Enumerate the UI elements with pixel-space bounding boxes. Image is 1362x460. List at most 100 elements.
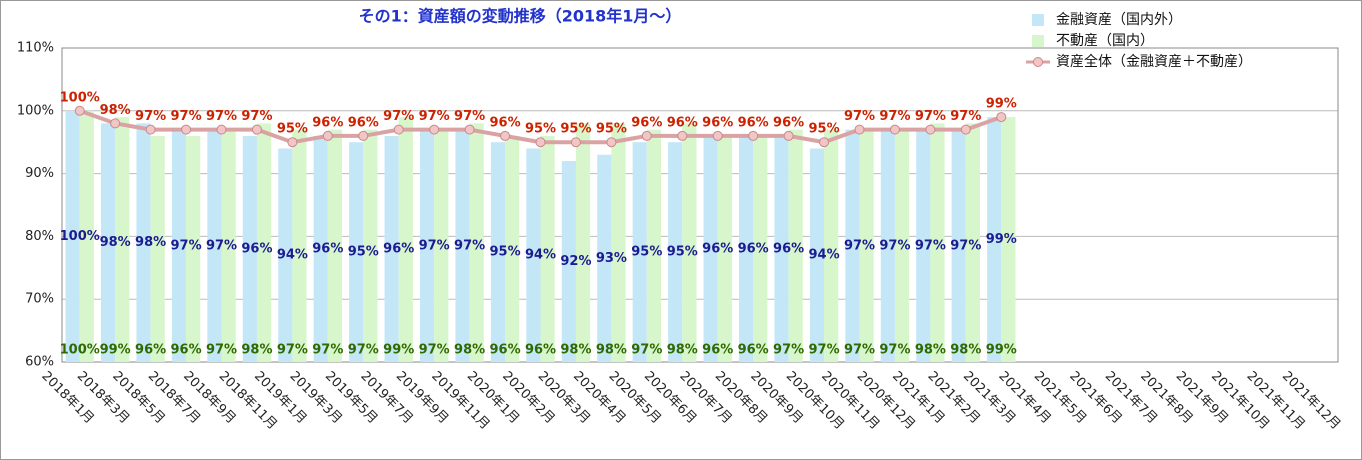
line-marker (854, 124, 865, 135)
bar-value-label: 97% (915, 238, 946, 253)
line-value-label: 99% (986, 97, 1017, 112)
bar-value-label: 100% (60, 343, 100, 358)
bar (313, 135, 328, 362)
line-value-label: 97% (383, 109, 414, 124)
bar-value-label: 96% (170, 343, 201, 358)
bar (930, 123, 945, 362)
bar (136, 123, 151, 362)
line-value-label: 97% (454, 109, 485, 124)
legend-swatch (1033, 57, 1043, 67)
line-marker (960, 124, 971, 135)
bar-value-label: 100% (60, 229, 100, 244)
line-marker (393, 124, 404, 135)
line-marker (110, 118, 121, 129)
line-marker (748, 130, 759, 141)
bar-value-label: 93% (596, 251, 627, 266)
bar-value-label: 94% (525, 248, 556, 263)
bar (526, 148, 541, 362)
line-value-label: 98% (100, 103, 131, 118)
bar (738, 135, 754, 362)
bar-value-label: 97% (312, 343, 343, 358)
bar-value-label: 97% (950, 238, 981, 253)
line-marker (287, 137, 298, 148)
bar-value-label: 98% (596, 343, 627, 358)
bar-value-label: 97% (419, 238, 450, 253)
bar (1001, 117, 1016, 362)
bar (469, 123, 484, 362)
line-value-label: 95% (277, 122, 308, 137)
bar (668, 142, 683, 362)
bar-value-label: 98% (915, 343, 946, 358)
line-value-label: 97% (844, 109, 875, 124)
bar (292, 129, 307, 362)
line-value-label: 96% (489, 115, 520, 130)
bar-value-label: 97% (170, 238, 201, 253)
bar (349, 142, 364, 362)
legend-label: 金融資産（国内外） (1056, 12, 1182, 28)
bar (384, 135, 399, 362)
bar-value-label: 95% (489, 245, 520, 260)
line-marker (145, 124, 156, 135)
bar (171, 129, 187, 362)
bar (965, 123, 981, 362)
bar (434, 129, 449, 362)
bar-value-label: 97% (808, 343, 839, 358)
line-value-label: 95% (596, 122, 627, 137)
bar (455, 129, 470, 362)
bar-value-label: 98% (950, 343, 981, 358)
legend-label: 資産全体（金融資産＋不動産） (1056, 53, 1252, 70)
line-marker (819, 137, 830, 148)
line-value-label: 100% (60, 90, 100, 105)
line-marker (251, 124, 262, 135)
bar (100, 123, 116, 362)
legend-swatch (1032, 14, 1044, 26)
line-value-label: 96% (631, 115, 662, 130)
bar-value-label: 97% (844, 238, 875, 253)
line-marker (216, 124, 227, 135)
bar-value-label: 97% (277, 343, 308, 358)
chart-title: その1：資産額の変動推移（2018年1月〜） (359, 7, 682, 26)
line-value-label: 97% (950, 109, 981, 124)
line-marker (181, 124, 192, 135)
line-marker (570, 137, 581, 148)
line-value-label: 96% (312, 115, 343, 130)
bar-value-label: 97% (454, 238, 485, 253)
bar (859, 129, 874, 362)
bar-value-label: 98% (100, 235, 131, 250)
line-marker (500, 130, 511, 141)
line-marker (641, 130, 652, 141)
y-tick-label: 80% (25, 229, 54, 244)
bar-value-label: 96% (773, 241, 804, 256)
bar-value-label: 96% (738, 343, 769, 358)
bar-value-label: 96% (241, 241, 272, 256)
bar (682, 123, 697, 362)
line-value-label: 97% (206, 109, 237, 124)
bar-value-label: 97% (419, 343, 450, 358)
bar (242, 135, 257, 362)
bar-value-label: 99% (986, 343, 1017, 358)
line-marker (429, 124, 440, 135)
line-value-label: 97% (135, 109, 166, 124)
bar-value-label: 95% (667, 245, 698, 260)
line-value-label: 97% (170, 109, 201, 124)
bar (916, 129, 931, 362)
line-value-label: 97% (915, 109, 946, 124)
bar (987, 117, 1002, 362)
bar (845, 129, 860, 362)
bar-value-label: 96% (489, 343, 520, 358)
bar (717, 135, 732, 362)
bar-value-label: 96% (738, 241, 769, 256)
line-value-label: 95% (808, 122, 839, 137)
bar (824, 129, 839, 362)
line-marker (606, 137, 617, 148)
line-value-label: 96% (702, 115, 733, 130)
line-value-label: 96% (348, 115, 379, 130)
line-marker (464, 124, 475, 135)
line-value-label: 96% (773, 115, 804, 130)
bar (611, 123, 626, 362)
bar-value-label: 98% (135, 235, 166, 250)
bar (221, 129, 236, 362)
bar-value-label: 97% (206, 238, 237, 253)
plot-area (61, 47, 1339, 363)
